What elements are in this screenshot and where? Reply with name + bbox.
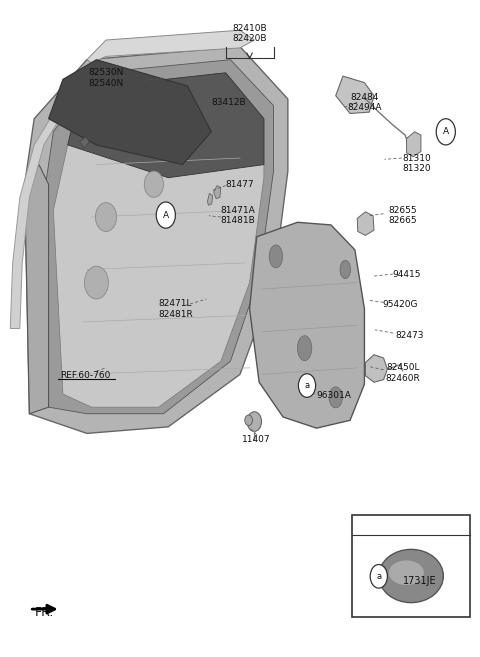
Polygon shape — [44, 60, 274, 414]
Circle shape — [247, 412, 262, 432]
Polygon shape — [214, 185, 221, 198]
Polygon shape — [24, 165, 48, 414]
Text: REF.60-760: REF.60-760 — [60, 371, 111, 380]
Polygon shape — [207, 193, 213, 205]
Text: 82655
82665: 82655 82665 — [388, 206, 417, 225]
Text: 1731JE: 1731JE — [403, 576, 436, 586]
Text: A: A — [443, 127, 449, 136]
Ellipse shape — [329, 387, 342, 408]
Polygon shape — [336, 76, 374, 114]
Circle shape — [436, 119, 456, 145]
Polygon shape — [53, 73, 264, 407]
Circle shape — [144, 171, 163, 197]
Polygon shape — [250, 222, 364, 428]
Ellipse shape — [298, 336, 312, 361]
Circle shape — [245, 415, 252, 426]
Text: 11407: 11407 — [242, 436, 271, 444]
Text: 95420G: 95420G — [383, 300, 418, 309]
Polygon shape — [365, 355, 387, 382]
Text: a: a — [304, 381, 310, 390]
Bar — [352, 515, 470, 617]
Polygon shape — [48, 60, 211, 165]
Text: 96301A: 96301A — [317, 391, 351, 400]
Polygon shape — [407, 132, 421, 157]
Ellipse shape — [269, 245, 283, 268]
Text: 82484
82494A: 82484 82494A — [347, 93, 382, 112]
Circle shape — [299, 374, 316, 397]
Ellipse shape — [389, 560, 424, 585]
Text: 81310
81320: 81310 81320 — [403, 154, 432, 173]
Polygon shape — [24, 47, 288, 434]
Text: 82473: 82473 — [396, 330, 424, 340]
Text: 82471L
82481R: 82471L 82481R — [158, 299, 193, 319]
Polygon shape — [80, 137, 89, 148]
Polygon shape — [87, 30, 254, 63]
Ellipse shape — [379, 549, 444, 602]
Polygon shape — [68, 73, 264, 177]
Text: a: a — [376, 572, 381, 581]
Circle shape — [84, 266, 108, 299]
Text: 82410B
82420B: 82410B 82420B — [232, 24, 267, 43]
Polygon shape — [10, 66, 111, 328]
Text: 94415: 94415 — [392, 269, 421, 279]
Text: FR.: FR. — [35, 606, 55, 619]
Text: 82530N
82540N: 82530N 82540N — [88, 68, 124, 88]
Polygon shape — [357, 212, 374, 235]
Circle shape — [96, 202, 117, 231]
Text: 82450L
82460R: 82450L 82460R — [385, 363, 420, 383]
Text: 81477: 81477 — [226, 180, 254, 189]
Circle shape — [156, 202, 175, 228]
Circle shape — [370, 564, 387, 588]
Text: 83412B: 83412B — [211, 98, 246, 107]
Text: A: A — [163, 211, 169, 219]
Text: 81471A
81481B: 81471A 81481B — [221, 206, 256, 225]
Ellipse shape — [340, 260, 350, 279]
